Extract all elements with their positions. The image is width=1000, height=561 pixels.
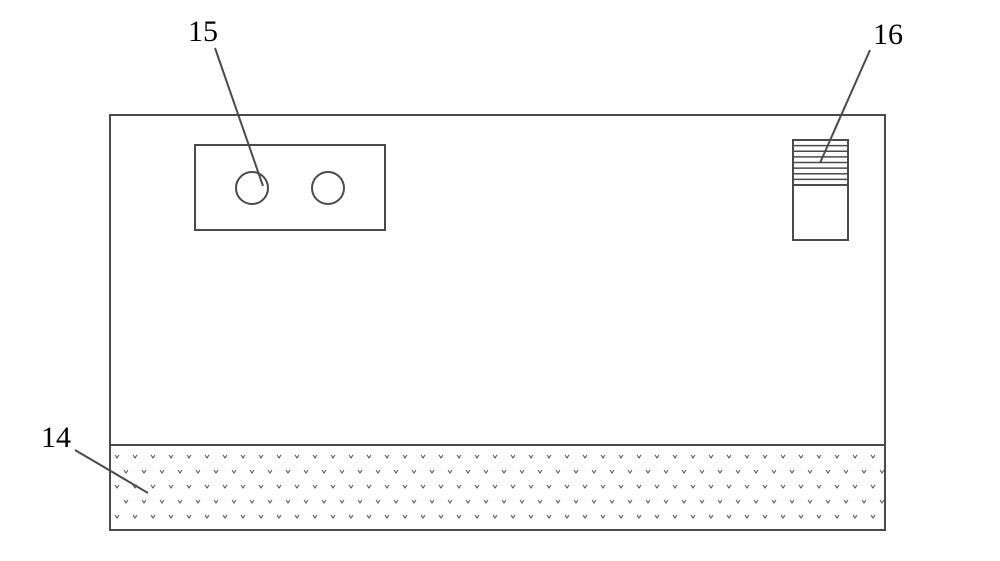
switch-box — [195, 145, 385, 230]
leader-15 — [215, 48, 263, 186]
diagram-canvas — [0, 0, 1000, 561]
label-15: 15 — [188, 17, 218, 47]
label-16: 16 — [873, 20, 903, 50]
right-module-outer — [793, 140, 848, 240]
stipple-band — [110, 445, 885, 530]
knob-b — [312, 172, 344, 204]
knob-a — [236, 172, 268, 204]
label-14: 14 — [41, 423, 71, 453]
